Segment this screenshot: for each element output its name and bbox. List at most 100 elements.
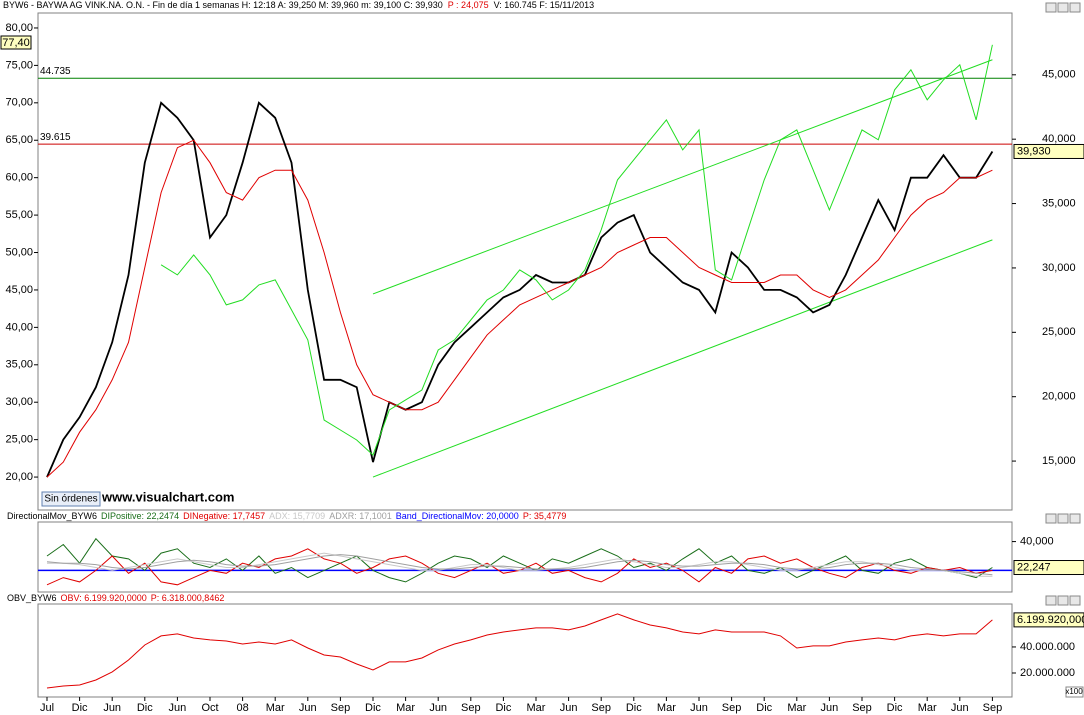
last-value-label: 39,930 <box>1017 145 1051 157</box>
y-tick-label: 35,00 <box>5 359 33 371</box>
left-marker: 77,40 <box>2 37 30 49</box>
x-tick-label: Sep <box>331 702 351 714</box>
level-label: 39.615 <box>40 132 71 143</box>
watermark: www.visualchart.com <box>101 489 234 504</box>
button[interactable] <box>1045 513 1057 524</box>
last-value-label: 6.199.920,000 <box>1017 614 1084 626</box>
x-tick-label: Dic <box>887 702 903 714</box>
x-tick-label: Mar <box>396 702 415 714</box>
x-tick-label: Jun <box>429 702 447 714</box>
x-tick-label: Sep <box>852 702 872 714</box>
series-line <box>46 537 993 583</box>
x-tick-label: Mar <box>657 702 676 714</box>
dmi-panel <box>37 521 1013 593</box>
legend-entry: ADXR: 17,1001 <box>329 511 392 521</box>
main-panel <box>37 12 1013 511</box>
y2-tick-label: 45,000 <box>1042 69 1076 81</box>
orders-box[interactable] <box>41 491 101 507</box>
y-tick-label: 55,00 <box>5 209 33 221</box>
y-tick-label: 40,00 <box>5 321 33 333</box>
legend-entry: P: 35,4779 <box>523 511 567 521</box>
header-main: BYW6 - BAYWA AG VINK.NA. O.N. - Fin de d… <box>3 0 443 10</box>
button[interactable] <box>1069 2 1081 13</box>
x-tick-label: Dic <box>137 702 153 714</box>
x-tick-label: Mar <box>266 702 285 714</box>
x-tick-label: Dic <box>756 702 772 714</box>
y-tick-label: 60,00 <box>5 172 33 184</box>
legend-entry: DINegative: 17,7457 <box>183 511 265 521</box>
unit-box <box>1065 686 1084 698</box>
header-change: P : 24,075 <box>448 0 489 10</box>
y2-tick-label: 15,000 <box>1042 455 1076 467</box>
y-tick-label: 80,00 <box>5 22 33 34</box>
y-tick-label: 70,00 <box>5 97 33 109</box>
x-tick-label: Dic <box>365 702 381 714</box>
y-tick-label: 25,00 <box>5 434 33 446</box>
y-tick-label: 50,00 <box>5 246 33 258</box>
last-value-label: 22,247 <box>1017 561 1051 573</box>
legend-entry: P: 6.318.000,8462 <box>151 593 225 603</box>
series-line <box>46 554 993 576</box>
x-tick-label: Mar <box>787 702 806 714</box>
button[interactable] <box>1057 595 1069 606</box>
legend-entry: DirectionalMov_BYW6 <box>7 511 97 521</box>
legend-entry: Band_DirectionalMov: 20,0000 <box>396 511 519 521</box>
left-marker-box <box>0 35 32 50</box>
last-value-box <box>1013 612 1084 628</box>
button[interactable] <box>1069 595 1081 606</box>
y-tick-label: 40.000.000 <box>1020 641 1075 653</box>
y-tick-label: 75,00 <box>5 59 33 71</box>
x-tick-label: Mar <box>527 702 546 714</box>
x-tick-label: Sep <box>591 702 611 714</box>
panel-legend: OBV_BYW6 OBV: 6.199.920,0000 P: 6.318.000,… <box>7 593 224 603</box>
y2-tick-label: 35,000 <box>1042 197 1076 209</box>
x-tick-label: Jun <box>951 702 969 714</box>
legend-entry: OBV_BYW6 <box>7 593 57 603</box>
orders-label[interactable]: Sin órdenes <box>44 494 97 505</box>
y2-tick-label: 30,000 <box>1042 262 1076 274</box>
button[interactable] <box>1045 595 1057 606</box>
button[interactable] <box>1045 2 1057 13</box>
channel-line <box>372 59 993 295</box>
x-tick-label: Jun <box>821 702 839 714</box>
x-tick-label: Sep <box>722 702 742 714</box>
button[interactable] <box>1069 513 1081 524</box>
x-tick-label: Mar <box>918 702 937 714</box>
last-value-box <box>1013 560 1084 576</box>
x-tick-label: Oct <box>201 702 218 714</box>
x-tick-label: Jun <box>560 702 578 714</box>
y-tick-label: 20.000.000 <box>1020 667 1075 679</box>
window-buttons[interactable] <box>1045 2 1081 606</box>
y-tick-label: 65,00 <box>5 134 33 146</box>
x-tick-label: Sep <box>461 702 481 714</box>
header: BYW6 - BAYWA AG VINK.NA. O.N. - Fin de d… <box>3 0 594 10</box>
legend-entry: OBV: 6.199.920,0000 <box>61 593 147 603</box>
channel-line <box>372 239 993 478</box>
x-tick-label: Jun <box>169 702 187 714</box>
button[interactable] <box>1057 2 1069 13</box>
x-tick-label: Dic <box>72 702 88 714</box>
button[interactable] <box>1057 513 1069 524</box>
x-tick-label: 08 <box>236 702 248 714</box>
x-tick-label: Jun <box>103 702 121 714</box>
y-tick-label: 45,00 <box>5 284 33 296</box>
legend-entry: ADX: 15,7709 <box>269 511 325 521</box>
series-line <box>160 44 993 456</box>
series-line <box>47 552 993 577</box>
y-tick-label: 20,00 <box>5 471 33 483</box>
legend-entry: DIPositive: 22,2474 <box>101 511 179 521</box>
last-value-box <box>1013 143 1084 159</box>
x-tick-label: Jun <box>690 702 708 714</box>
series-line <box>46 139 993 478</box>
unit-label: x100 <box>1065 687 1083 696</box>
x-tick-label: Dic <box>626 702 642 714</box>
header-tail: V: 160.745 F: 15/11/2013 <box>494 0 595 10</box>
series-line <box>46 613 993 689</box>
obv-panel <box>37 603 1013 698</box>
y-tick-label: 30,00 <box>5 396 33 408</box>
x-tick-label: Sep <box>983 702 1003 714</box>
y2-tick-label: 40,000 <box>1042 133 1076 145</box>
y2-tick-label: 20,000 <box>1042 391 1076 403</box>
